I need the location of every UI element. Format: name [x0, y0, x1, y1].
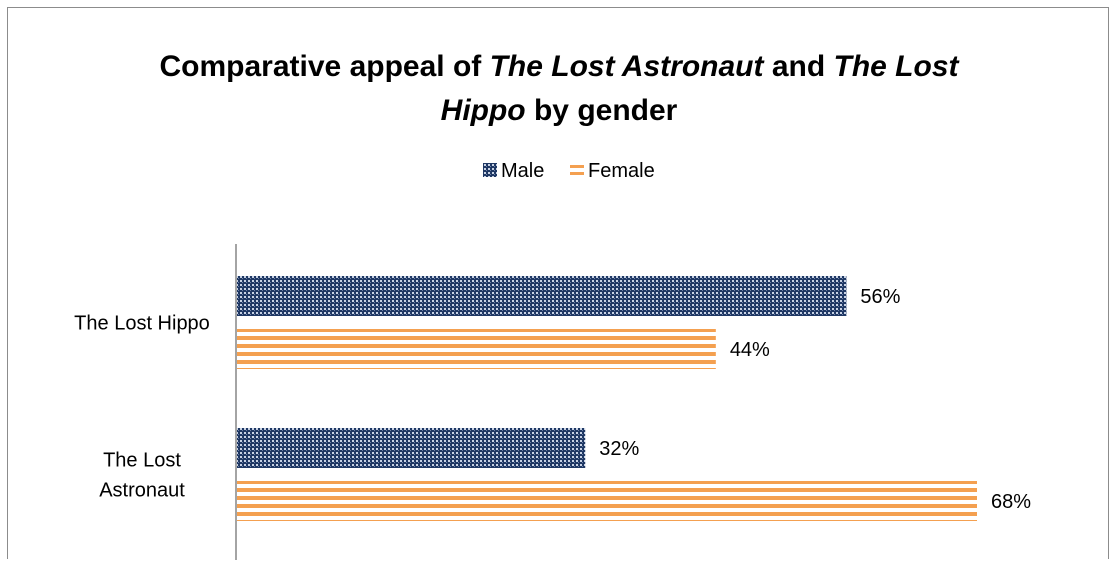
category-label-line: The Lost Hippo	[74, 313, 210, 335]
title-run: Comparative appeal of	[160, 50, 490, 83]
bar-female	[237, 329, 716, 369]
legend-swatch-female	[570, 165, 584, 175]
legend: Male Female	[483, 160, 655, 182]
data-label: 44%	[730, 339, 770, 361]
legend-swatch-male	[483, 163, 497, 177]
legend-item-female: Female	[570, 160, 655, 182]
title-run: The Lost Astronaut	[490, 50, 766, 83]
title-run: Hippo	[441, 94, 526, 127]
category-label-line: Astronaut	[99, 480, 185, 502]
chart-title-line-2: Hippo by gender	[441, 94, 678, 127]
title-run: and	[763, 50, 833, 83]
category-label-line: The Lost	[103, 450, 181, 472]
data-label: 56%	[860, 286, 900, 308]
chart-frame: Comparative appeal of The Lost Astronaut…	[7, 7, 1109, 560]
data-label: 32%	[599, 438, 639, 460]
legend-label-male: Male	[501, 160, 544, 182]
title-run: by gender	[526, 94, 678, 127]
chart-title: Comparative appeal of The Lost Astronaut…	[160, 50, 961, 127]
legend-label-female: Female	[588, 160, 655, 182]
bar-female	[237, 481, 977, 521]
category-label: The Lost Astronaut	[99, 450, 185, 502]
legend-item-male: Male	[483, 160, 544, 182]
bar-male	[237, 428, 586, 468]
chart-svg: Comparative appeal of The Lost Astronaut…	[74, 50, 1031, 560]
data-label: 68%	[991, 491, 1031, 513]
title-run: The Lost	[834, 50, 961, 83]
plot-area: The Lost Hippo 56% 44% The Lost Astronaut 32%…	[74, 244, 1031, 560]
bar-male	[237, 276, 847, 316]
category-label: The Lost Hippo	[74, 313, 210, 335]
chart-title-line-1: Comparative appeal of The Lost Astronaut…	[160, 50, 961, 83]
